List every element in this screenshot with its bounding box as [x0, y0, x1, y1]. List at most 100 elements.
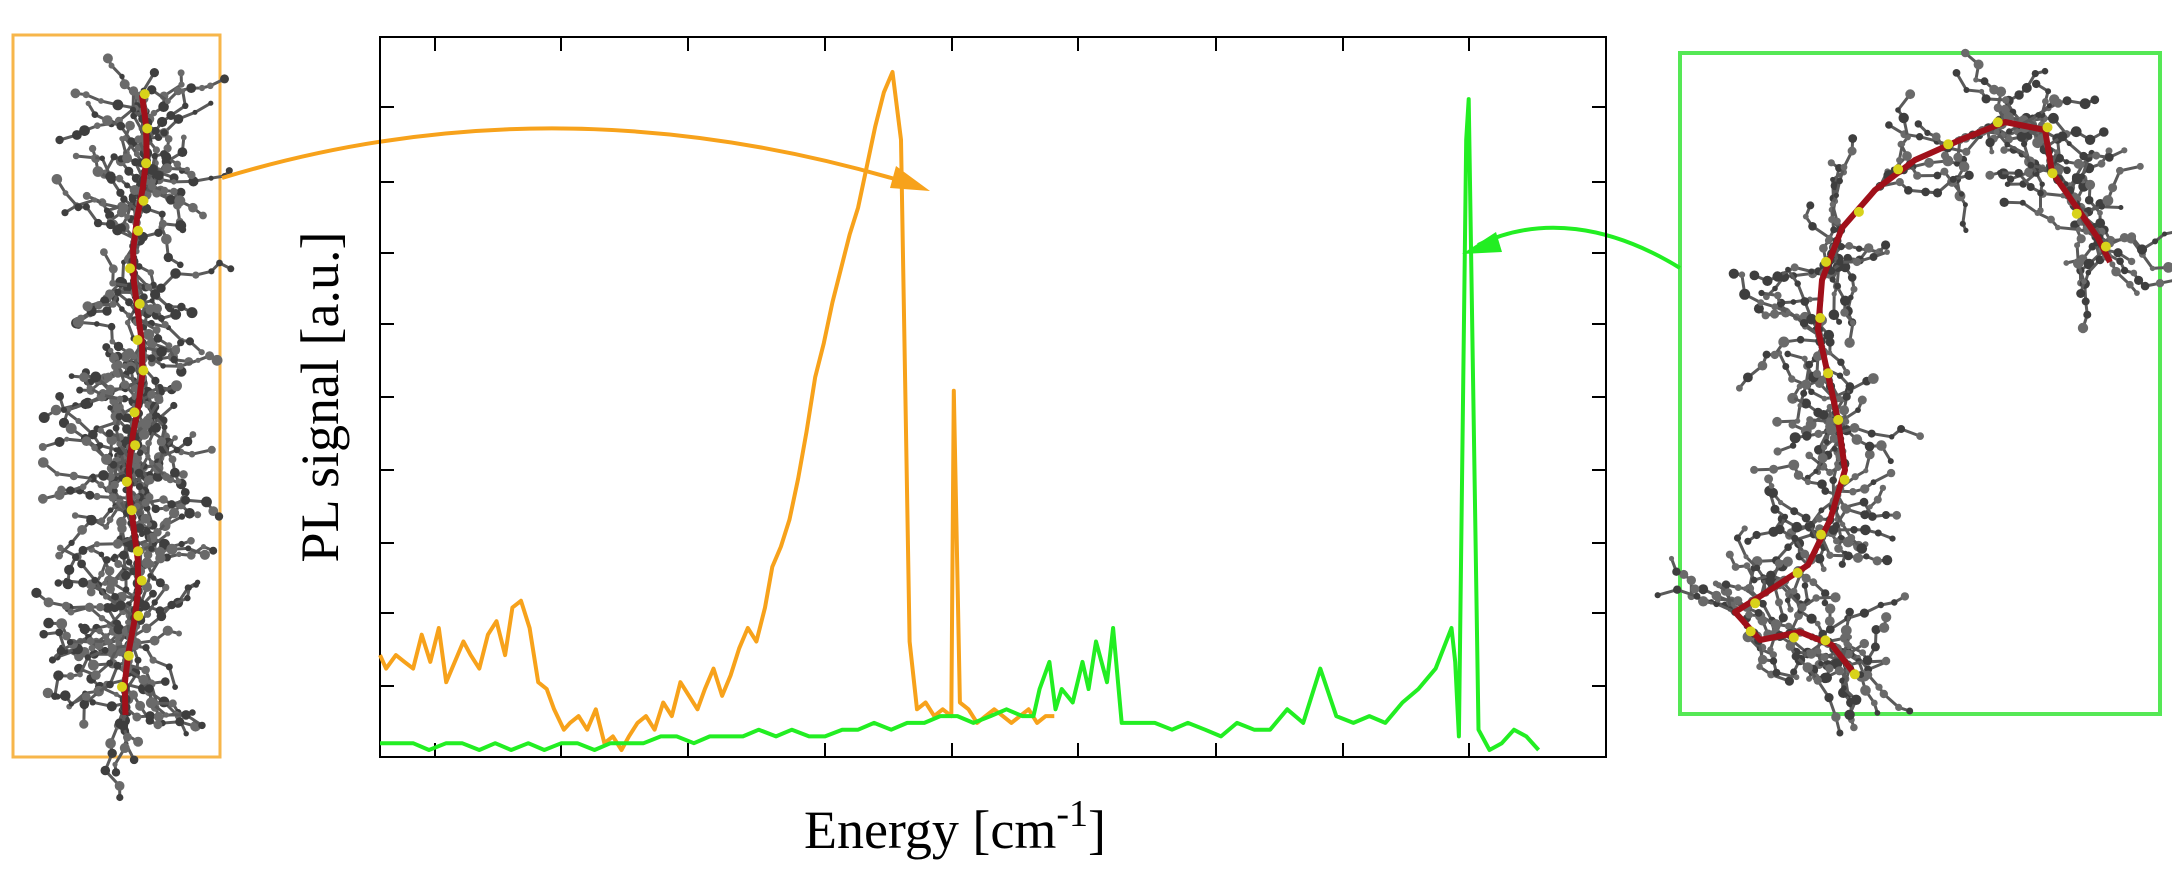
- carbon-atom: [1873, 495, 1882, 504]
- carbon-atom: [86, 514, 97, 526]
- carbon-atom: [1821, 395, 1828, 402]
- carbon-atom: [1993, 128, 2000, 135]
- carbon-atom: [1818, 507, 1825, 514]
- sulfur-atom: [141, 158, 152, 169]
- carbon-atom: [184, 508, 195, 519]
- carbon-atom: [1826, 468, 1834, 477]
- carbon-atom: [128, 195, 137, 203]
- spectrum-chart: Energy [cm-1] PL signal [a.u.]: [290, 36, 1607, 860]
- carbon-atom: [1823, 439, 1830, 445]
- carbon-atom: [1830, 226, 1838, 234]
- carbon-atom: [100, 248, 108, 256]
- carbon-atom: [62, 578, 74, 590]
- carbon-atom: [2046, 103, 2052, 109]
- carbon-atom: [2136, 244, 2148, 255]
- carbon-atom: [2116, 166, 2124, 175]
- carbon-atom: [102, 53, 113, 64]
- carbon-atom: [141, 665, 150, 675]
- carbon-atom: [82, 191, 91, 200]
- carbon-atom: [161, 234, 172, 245]
- carbon-atom: [127, 137, 135, 145]
- right-sulfur-atoms: [1745, 117, 2111, 680]
- carbon-atom: [112, 225, 123, 236]
- carbon-atom: [138, 674, 149, 685]
- carbon-atom: [1829, 276, 1836, 283]
- carbon-atom: [149, 589, 157, 598]
- carbon-atom: [103, 523, 110, 530]
- carbon-atom: [1867, 504, 1873, 510]
- carbon-atom: [2097, 210, 2103, 216]
- carbon-atom: [99, 155, 105, 162]
- carbon-atom: [1867, 373, 1879, 384]
- carbon-atom: [1963, 87, 1970, 93]
- right-backbone: [1732, 119, 2113, 674]
- carbon-atom: [84, 654, 91, 661]
- carbon-atom: [97, 427, 105, 434]
- carbon-atom: [2095, 218, 2106, 229]
- carbon-atom: [94, 641, 104, 650]
- carbon-atom: [153, 334, 163, 343]
- series-lines: [378, 70, 1541, 752]
- carbon-atom: [1820, 653, 1829, 662]
- carbon-atom: [113, 691, 119, 697]
- carbon-atom: [1743, 554, 1749, 560]
- carbon-atom: [62, 631, 71, 641]
- carbon-atom: [150, 289, 161, 300]
- carbon-atom: [109, 397, 117, 405]
- carbon-atom: [1806, 313, 1817, 325]
- carbon-atom: [1847, 534, 1856, 542]
- carbon-atom: [2005, 135, 2013, 144]
- carbon-atom: [98, 615, 106, 622]
- carbon-atom: [2140, 281, 2150, 291]
- carbon-atom: [88, 144, 97, 153]
- carbon-atom: [1884, 249, 1890, 255]
- carbon-atom: [108, 347, 114, 354]
- carbon-atom: [1757, 654, 1768, 665]
- carbon-atom: [60, 690, 71, 701]
- carbon-atom: [124, 166, 134, 176]
- carbon-atom: [65, 423, 77, 434]
- carbon-atom: [205, 351, 215, 361]
- carbon-atom: [2062, 96, 2072, 106]
- carbon-atom: [103, 556, 111, 564]
- carbon-atom: [180, 488, 190, 497]
- carbon-atom: [145, 711, 155, 721]
- carbon-atom: [154, 228, 163, 237]
- carbon-atom: [133, 151, 141, 158]
- carbon-atom: [1654, 592, 1661, 599]
- carbon-atom: [86, 637, 95, 646]
- carbon-atom: [184, 166, 190, 173]
- carbon-atom: [145, 493, 154, 502]
- carbon-atom: [177, 69, 185, 77]
- carbon-atom: [225, 167, 233, 175]
- carbon-atom: [1690, 584, 1700, 594]
- carbon-atom: [1793, 674, 1800, 681]
- carbon-atom: [1814, 553, 1825, 564]
- carbon-atom: [2039, 181, 2045, 187]
- carbon-atom: [1686, 575, 1697, 585]
- carbon-atom: [1921, 187, 1930, 197]
- carbon-atom: [105, 584, 115, 594]
- carbon-atom: [171, 380, 182, 392]
- carbon-atom: [161, 677, 170, 686]
- carbon-atom: [2149, 265, 2156, 272]
- carbon-atom: [151, 126, 160, 135]
- carbon-atom: [1879, 484, 1887, 492]
- carbon-atom: [2084, 195, 2094, 205]
- carbon-atom: [2134, 275, 2144, 285]
- carbon-atom: [1818, 375, 1827, 384]
- carbon-atom: [1770, 504, 1780, 514]
- carbon-atom: [1673, 585, 1682, 594]
- carbon-atom: [130, 353, 138, 360]
- carbon-atom: [1839, 677, 1846, 684]
- carbon-atom: [115, 600, 126, 611]
- carbon-atom: [101, 646, 109, 654]
- sulfur-atom: [132, 335, 143, 345]
- carbon-atom: [1812, 369, 1822, 378]
- carbon-atom: [112, 99, 124, 111]
- carbon-atom: [189, 431, 197, 438]
- sulfur-atom: [125, 263, 135, 274]
- carbon-atom: [2027, 161, 2035, 169]
- sulfur-atom: [138, 195, 149, 206]
- carbon-atom: [1864, 449, 1875, 460]
